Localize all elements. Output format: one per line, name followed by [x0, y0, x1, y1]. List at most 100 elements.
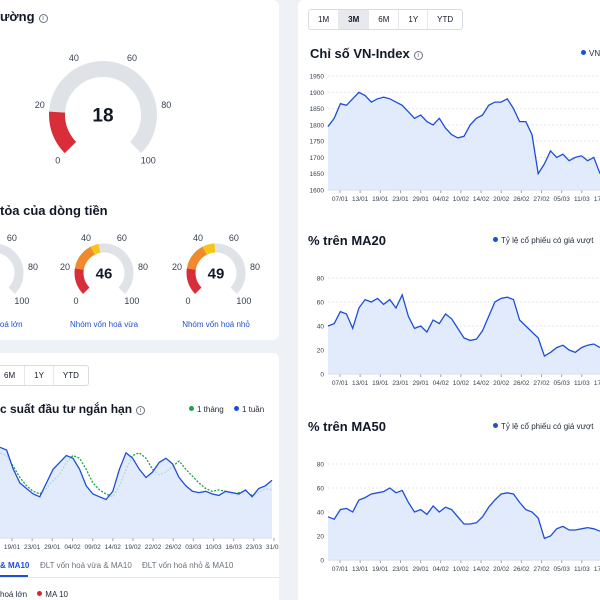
y-tick-label: 1800	[310, 122, 325, 129]
x-tick-label: 13/01	[352, 380, 369, 387]
x-tick-label: 05/03	[554, 380, 571, 387]
gauge-caption-small: Nhóm vốn hoá nhỏ	[182, 320, 250, 329]
y-tick-label: 1850	[310, 106, 325, 113]
x-tick-label: 31/03	[266, 544, 279, 551]
ma20-title: % trên MA20	[308, 233, 387, 248]
small-gauge-2-tick: 0	[186, 296, 191, 306]
y-tick-label: 80	[317, 462, 325, 469]
legend-dot-ma20	[493, 237, 498, 242]
y-tick-label: 40	[317, 510, 325, 517]
tab-mid-cap-ma10[interactable]: ĐLT vốn hoá vừa & MA10	[40, 561, 132, 570]
small-gauge-0-track	[0, 244, 24, 294]
x-tick-label: 04/02	[433, 566, 450, 573]
y-tick-label: 1950	[310, 74, 325, 81]
vnindex-title: Chỉ số VN-Index i	[310, 46, 423, 61]
bottom-legend: hoá lớn MA 10	[0, 590, 68, 599]
x-tick-label: 19/01	[372, 380, 389, 387]
small-gauge-1-tick: 0	[74, 296, 79, 306]
x-tick-label: 14/02	[473, 566, 490, 573]
vnindex-period-selector: 1M 3M 6M 1Y YTD	[308, 9, 464, 30]
x-tick-label: 20/02	[493, 196, 510, 203]
main-gauge-tick: 20	[35, 100, 45, 110]
gauge-caption-large: hoá lớn	[0, 320, 23, 329]
index-card: 1M 3M 6M 1Y YTD Chỉ số VN-Index i VN 1600…	[298, 0, 600, 600]
small-gauge-2-tick: 80	[250, 262, 260, 272]
x-tick-label: 26/02	[513, 566, 530, 573]
info-icon[interactable]: i	[413, 51, 423, 60]
small-gauge-1-fill-yellow	[90, 244, 101, 255]
x-tick-label: 29/01	[412, 566, 429, 573]
short-term-card: 6M 1Y YTD c suất đầu tư ngắn hạn i 1 thán…	[0, 353, 279, 600]
short-term-period-selector: 6M 1Y YTD	[0, 365, 89, 386]
period-ytd[interactable]: YTD	[62, 371, 79, 380]
x-tick-label: 04/02	[433, 380, 450, 387]
gauge-caption-mid: Nhóm vốn hoá vừa	[69, 320, 139, 329]
y-tick-label: 20	[317, 534, 325, 541]
x-tick-label: 14/02	[473, 196, 490, 203]
series-area	[0, 447, 272, 538]
info-icon[interactable]: i	[136, 406, 146, 415]
x-tick-label: 04/02	[64, 544, 81, 551]
period-6m[interactable]: 6M	[0, 366, 26, 385]
x-tick-label: 17/03	[594, 566, 600, 573]
series-area	[328, 92, 600, 190]
x-tick-label: 07/01	[332, 566, 349, 573]
small-gauge-0-tick: 60	[7, 233, 17, 243]
tab-large-cap-ma10[interactable]: & MA10	[0, 561, 30, 570]
ma20-legend: Tỷ lệ cổ phiếu có giá vượt	[493, 236, 593, 245]
y-tick-label: 1900	[310, 90, 325, 97]
vnindex-legend: VN	[581, 49, 600, 58]
period-ytd[interactable]: YTD	[437, 15, 454, 24]
x-tick-label: 17/03	[594, 196, 600, 203]
period-3m[interactable]: 3M	[339, 10, 370, 29]
tab-underline	[0, 575, 28, 577]
small-gauge-2-tick: 20	[172, 262, 182, 272]
main-gauge-tick: 100	[141, 155, 156, 165]
y-tick-label: 0	[320, 558, 324, 565]
x-tick-label: 10/02	[453, 566, 470, 573]
short-term-chart: 19/01 23/01 29/01 04/02 09/02 14/02 19/02 22/02…	[0, 446, 279, 551]
y-tick-label: 1650	[310, 171, 325, 178]
small-gauge-1-value: 46	[96, 265, 113, 282]
period-1y[interactable]: 1Y	[25, 366, 54, 385]
main-gauge-fill-red	[49, 111, 77, 154]
series-line-1	[0, 446, 273, 501]
x-tick-label: 27/02	[533, 196, 550, 203]
period-1m[interactable]: 1M	[309, 10, 340, 29]
x-tick-label: 11/03	[574, 380, 590, 387]
x-tick-label: 19/02	[125, 544, 142, 551]
y-tick-label: 60	[317, 486, 325, 493]
y-tick-label: 60	[317, 300, 325, 307]
main-gauge-tick: 40	[69, 53, 79, 63]
legend-dot-1m	[189, 406, 194, 411]
info-icon[interactable]: i	[38, 14, 48, 23]
small-gauge-0-tick: 80	[28, 262, 38, 272]
tab-small-cap-ma10[interactable]: ĐLT vốn hoá nhỏ & MA10	[142, 561, 234, 570]
market-title: ường i	[0, 9, 48, 24]
ma50-legend: Tỷ lệ cổ phiếu có giá vượt	[493, 422, 593, 431]
x-tick-label: 20/02	[493, 380, 510, 387]
x-tick-label: 23/03	[246, 544, 263, 551]
x-tick-label: 23/01	[24, 544, 41, 551]
series-area	[328, 294, 600, 374]
small-gauge-1-tick: 80	[138, 262, 148, 272]
small-gauge-1-fill-red	[74, 268, 90, 294]
x-tick-label: 23/01	[392, 380, 409, 387]
y-tick-label: 1700	[310, 155, 325, 162]
x-tick-label: 14/02	[473, 380, 490, 387]
legend-dot-vn	[581, 50, 586, 55]
flow-gauges: 0204060801004602040608010049020406080100	[0, 233, 260, 306]
short-term-title: c suất đầu tư ngắn hạn i	[0, 402, 146, 416]
x-tick-label: 29/01	[412, 380, 429, 387]
x-tick-label: 11/03	[574, 566, 590, 573]
ma50-title: % trên MA50	[308, 419, 387, 434]
x-tick-label: 26/02	[513, 380, 530, 387]
period-6m[interactable]: 6M	[369, 10, 400, 29]
y-tick-label: 1750	[310, 139, 325, 146]
x-tick-label: 23/01	[392, 566, 409, 573]
small-gauge-2-tick: 60	[229, 233, 239, 243]
period-1y[interactable]: 1Y	[399, 10, 429, 29]
x-tick-label: 07/01	[332, 380, 349, 387]
x-tick-label: 23/01	[392, 196, 409, 203]
x-tick-label: 14/02	[105, 544, 122, 551]
